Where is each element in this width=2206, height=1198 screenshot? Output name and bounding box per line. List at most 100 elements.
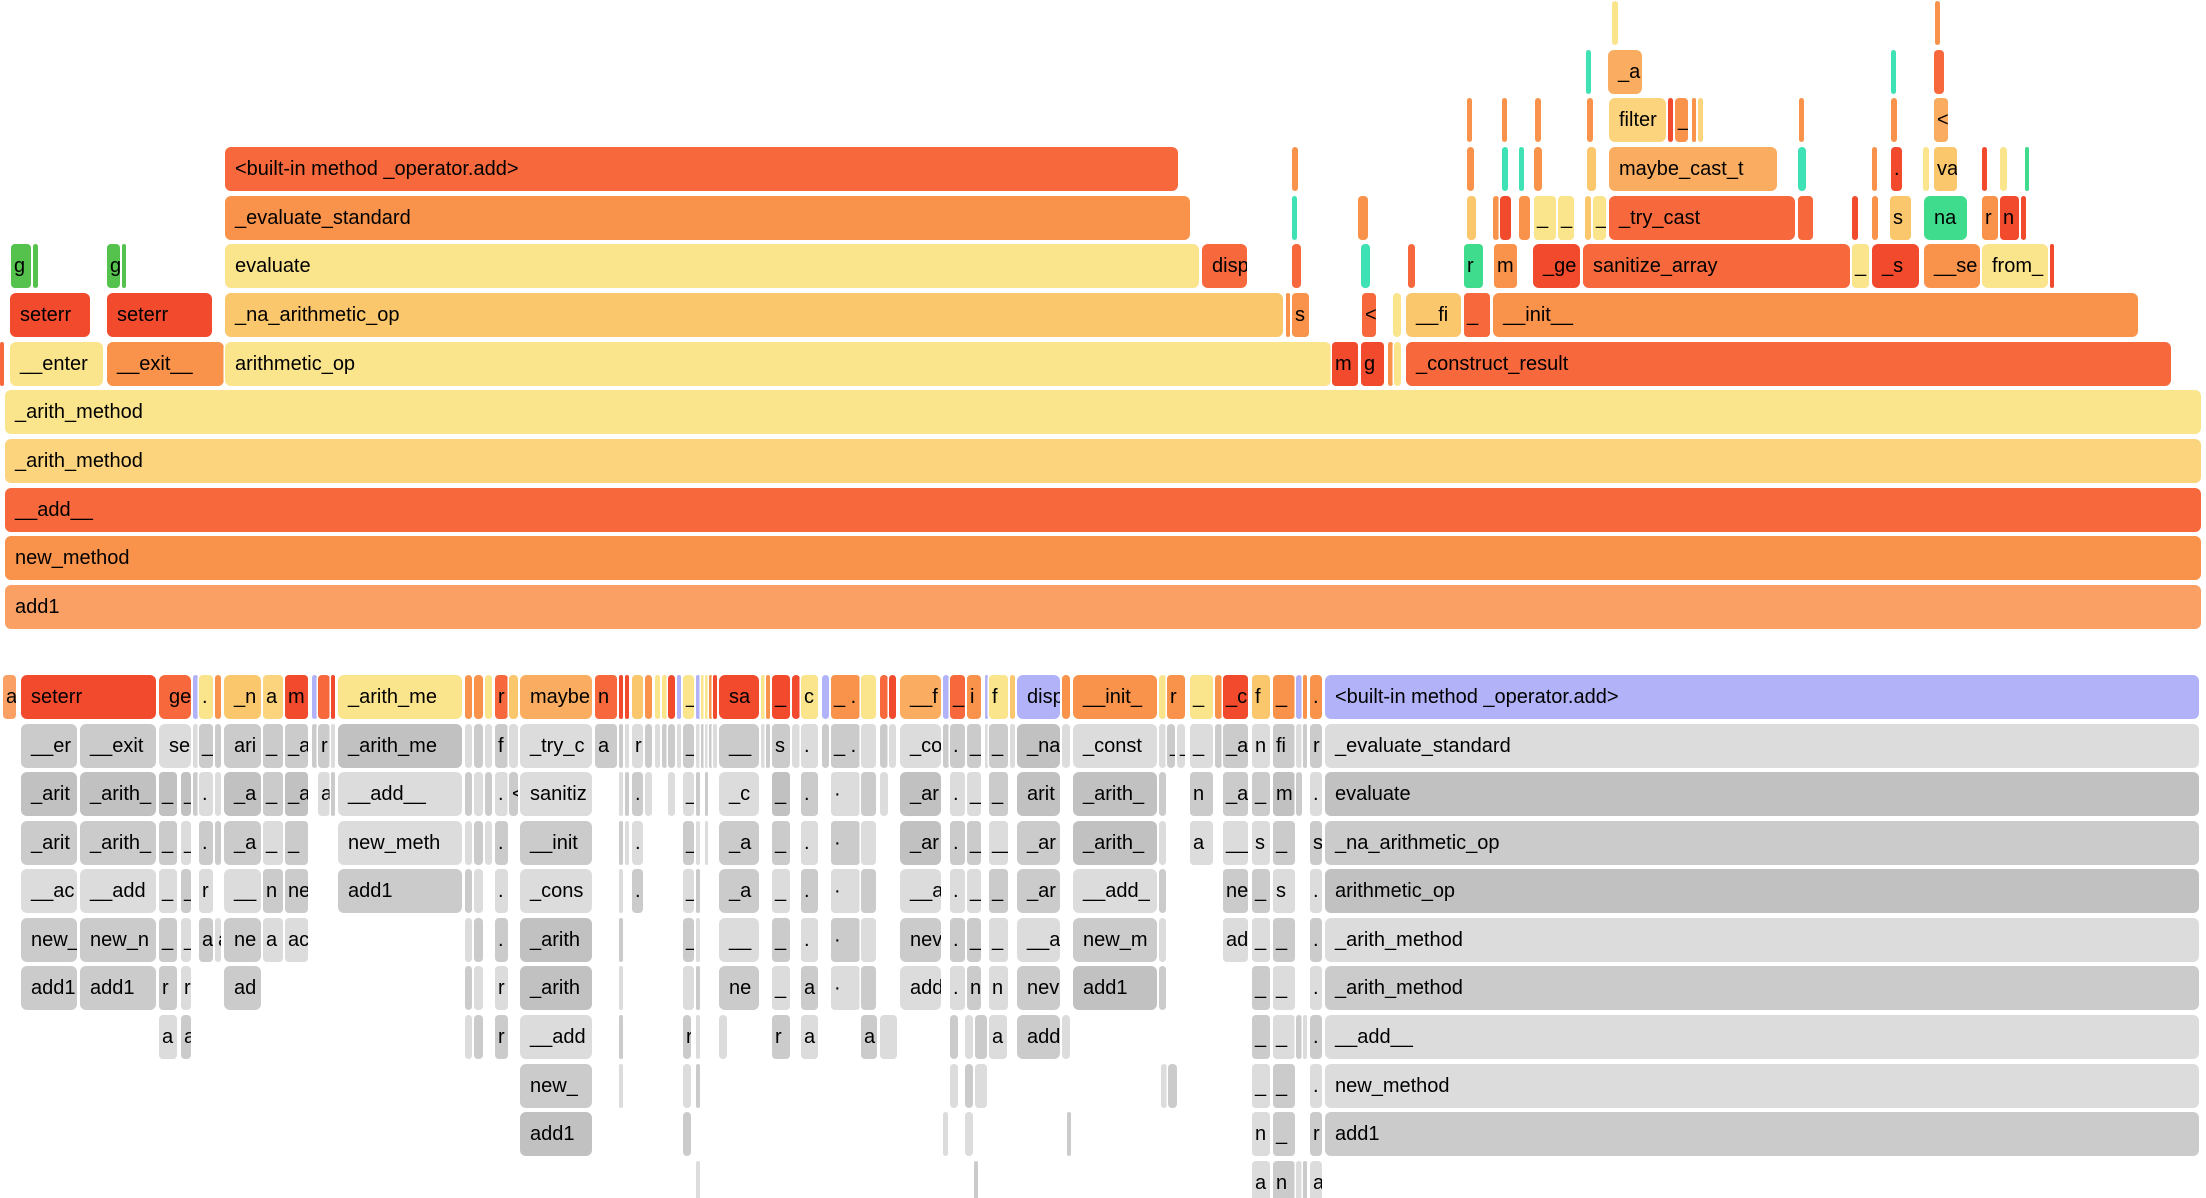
flame-frame[interactable] [619,918,623,962]
flame-frame[interactable] [889,724,896,768]
flame-frame-arit[interactable]: _arit [21,821,77,865]
flame-frame-n[interactable]: n [595,675,617,719]
flame-frame-arith-me[interactable]: _arith_me [338,724,462,768]
flame-frame-s[interactable]: s [1252,821,1270,865]
flame-frame-n[interactable]: n [967,966,981,1010]
flame-frame[interactable] [1587,147,1596,191]
flame-frame-arith[interactable]: _arith_ [1073,821,1157,865]
flame-frame[interactable]: _ [772,821,790,865]
flame-frame[interactable]: _ [1273,821,1295,865]
flame-frame[interactable]: . [801,918,818,962]
flame-frame[interactable]: . [495,918,508,962]
flame-frame[interactable]: _ [1190,724,1213,768]
flame-frame-add[interactable]: add [1017,1015,1060,1059]
flame-frame[interactable] [1159,724,1166,768]
flame-frame[interactable] [465,918,472,962]
flame-frame-evaluate-standard[interactable]: _evaluate_standard [1325,724,2199,768]
flame-frame[interactable] [662,675,667,719]
flame-frame[interactable] [1388,342,1393,386]
flame-frame[interactable]: _ [772,966,790,1010]
flame-frame[interactable]: _ [159,918,177,962]
flame-frame-seterr[interactable]: seterr [10,293,90,337]
flame-frame[interactable] [215,675,221,719]
flame-frame[interactable]: . [1310,675,1322,719]
flame-frame[interactable]: . [950,772,965,816]
flame-frame[interactable]: . [199,675,213,719]
flame-frame[interactable] [705,821,708,865]
flame-frame[interactable] [696,821,700,865]
flame-frame[interactable] [696,918,700,962]
flame-frame[interactable] [2025,147,2029,191]
flame-frame[interactable] [766,675,770,719]
flame-frame[interactable] [880,724,888,768]
flame-frame[interactable] [950,1064,958,1108]
flame-frame[interactable]: _ [1273,918,1295,962]
flame-frame[interactable]: _ [1273,966,1295,1010]
flame-frame[interactable] [696,772,700,816]
flame-frame[interactable] [331,675,335,719]
flame-frame-arit[interactable]: _arit [21,772,77,816]
flame-frame[interactable] [943,724,949,768]
flame-frame[interactable] [1159,918,1166,962]
flame-frame[interactable]: . [495,772,508,816]
flame-frame[interactable] [1891,98,1897,142]
flame-frame-ad[interactable]: ad [1223,918,1248,962]
flame-frame[interactable] [619,966,623,1010]
flame-frame-maybe-cast-t[interactable]: maybe_cast_t [1609,147,1777,191]
flame-frame-arith[interactable]: _arith_ [1073,772,1157,816]
flame-frame-r[interactable]: r [159,966,177,1010]
flame-frame[interactable]: _ [1675,98,1688,142]
flame-frame[interactable] [1296,772,1302,816]
flame-frame-new-n[interactable]: new_n [80,918,156,962]
flame-frame[interactable] [619,772,623,816]
flame-frame[interactable]: _ [967,724,981,768]
flame-frame[interactable] [1159,966,1166,1010]
flame-frame[interactable] [950,1015,958,1059]
flame-frame[interactable] [33,244,38,288]
flame-frame-na-arithmetic-op[interactable]: _na_arithmetic_op [1325,821,2199,865]
flame-frame-c[interactable]: c [801,675,818,719]
flame-frame[interactable]: _ [683,821,694,865]
flame-frame-arit[interactable]: arit [1017,772,1060,816]
flame-frame[interactable] [1798,196,1813,240]
flame-frame-new[interactable]: new_ [21,918,77,962]
flame-frame-add1[interactable]: add1 [80,966,156,1010]
flame-frame-a[interactable]: a [318,772,330,816]
flame-frame[interactable]: _ [181,821,191,865]
flame-frame[interactable] [705,724,708,768]
flame-frame[interactable] [1010,675,1015,719]
flame-frame[interactable] [792,675,800,719]
flame-frame-ar[interactable]: _ar [900,821,941,865]
flame-frame[interactable] [1067,1112,1071,1156]
flame-frame[interactable] [1668,98,1673,142]
flame-frame[interactable] [0,342,4,386]
flame-frame-a[interactable]: a [1252,1161,1270,1198]
flame-frame[interactable]: . [1891,147,1902,191]
flame-frame[interactable] [861,966,876,1010]
flame-frame-seterr[interactable]: seterr [107,293,212,337]
flame-frame-a[interactable]: a [1310,1161,1322,1198]
flame-frame-n[interactable]: n [1252,724,1270,768]
flame-frame-a[interactable]: _a [1223,724,1248,768]
flame-frame-a[interactable]: __a [1017,918,1060,962]
flame-frame-ne[interactable]: ne [285,869,308,913]
flame-frame[interactable]: · [831,869,860,913]
flame-frame[interactable] [619,1015,623,1059]
flame-frame[interactable] [645,724,652,768]
flame-frame-r[interactable]: r [495,1015,508,1059]
flame-frame[interactable]: _ [159,821,177,865]
flame-frame[interactable] [474,675,483,719]
flame-frame[interactable] [1286,293,1290,337]
flame-frame-a[interactable]: _a [224,772,261,816]
flame-frame-const[interactable]: _const [1073,724,1157,768]
flame-frame[interactable] [713,724,717,768]
flame-frame[interactable] [215,724,221,768]
flame-frame-n[interactable]: n [989,966,1008,1010]
flame-frame[interactable] [1303,724,1307,768]
flame-frame-ari[interactable]: ari [224,724,261,768]
flame-frame[interactable] [632,675,643,719]
flame-frame[interactable] [625,772,629,816]
flame-frame-r[interactable]: r [495,675,508,719]
flame-frame[interactable] [1923,147,1929,191]
flame-frame[interactable] [861,724,876,768]
